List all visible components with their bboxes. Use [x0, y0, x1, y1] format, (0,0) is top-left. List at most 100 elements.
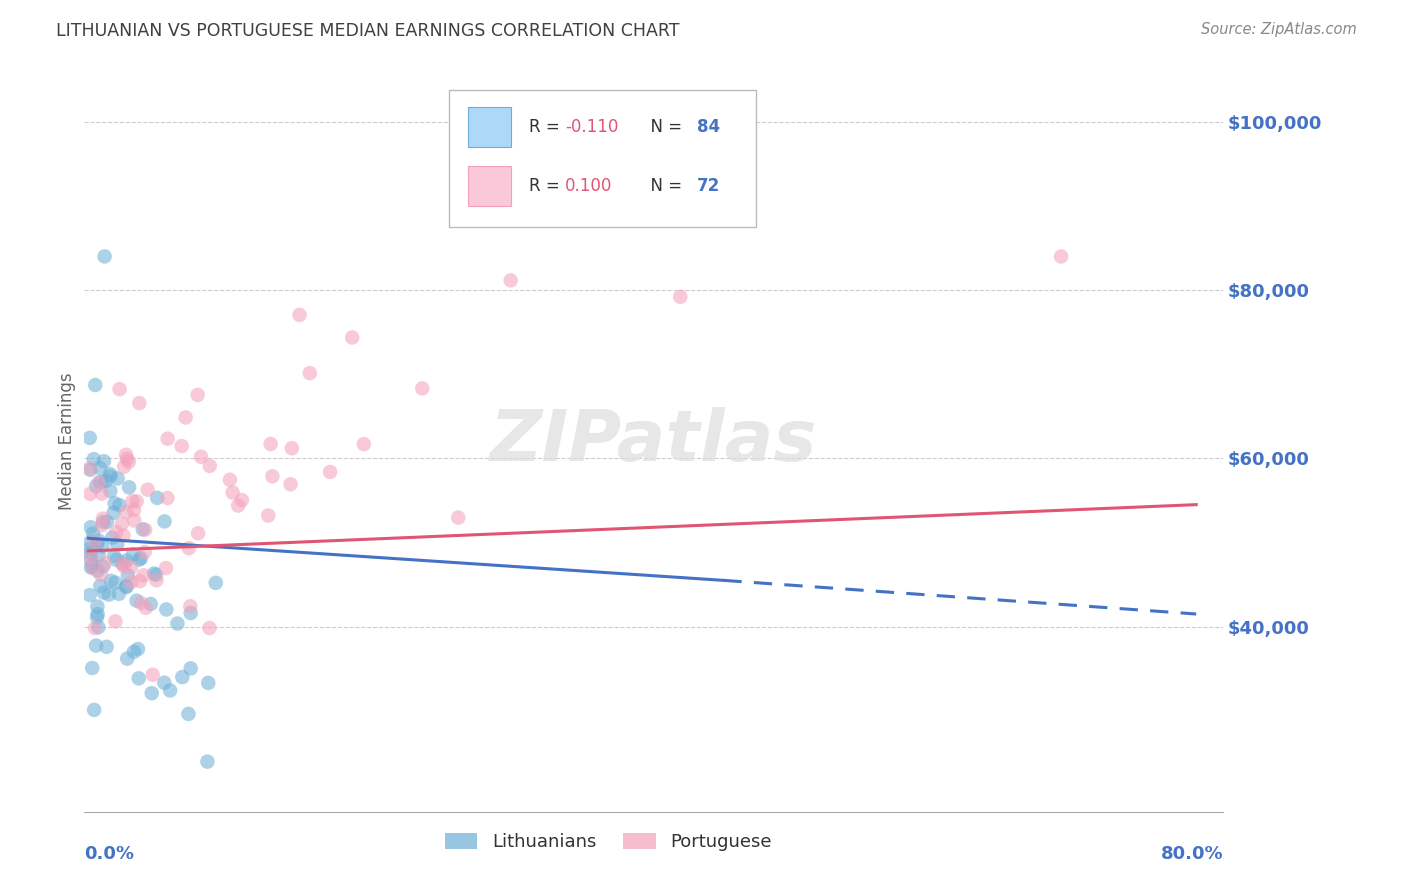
Point [115, 448, 138, 462]
Point [117, 568, 139, 582]
Point [79, 588, 101, 602]
Point [90, 518, 112, 533]
Point [107, 471, 129, 485]
Point [105, 553, 128, 567]
FancyBboxPatch shape [449, 90, 756, 227]
Point [104, 575, 127, 590]
Point [174, 410, 197, 425]
Point [105, 537, 128, 551]
Point [104, 496, 127, 510]
Point [190, 450, 212, 464]
Point [82, 661, 104, 675]
Point [93, 250, 115, 264]
Text: N =: N = [640, 118, 688, 136]
Point [91, 511, 114, 525]
Point [87, 620, 110, 634]
Point [87, 475, 110, 490]
Point [125, 494, 148, 508]
Point [187, 526, 209, 541]
Point [134, 545, 156, 559]
Point [121, 494, 143, 508]
Point [136, 483, 159, 497]
Point [86, 599, 108, 614]
Point [93, 585, 115, 599]
Point [79, 549, 101, 564]
Point [145, 567, 167, 582]
Point [125, 593, 148, 607]
Point [79, 463, 101, 477]
Point [129, 551, 152, 566]
Point [101, 531, 124, 545]
Point [98, 467, 121, 482]
Point [411, 381, 433, 395]
Y-axis label: Median Earnings: Median Earnings [58, 373, 76, 510]
Point [79, 461, 101, 475]
Point [156, 432, 179, 446]
Point [153, 675, 176, 690]
Point [288, 308, 311, 322]
Point [115, 651, 138, 665]
Point [79, 520, 101, 534]
Point [298, 366, 321, 380]
Point [122, 645, 145, 659]
Point [221, 485, 243, 500]
Point [82, 561, 104, 575]
Point [447, 510, 470, 524]
Point [128, 552, 150, 566]
Point [280, 477, 302, 491]
Point [120, 575, 142, 590]
Point [105, 525, 128, 540]
Point [96, 640, 118, 654]
Point [79, 534, 101, 549]
Point [132, 568, 155, 582]
Point [80, 560, 103, 574]
Point [170, 439, 193, 453]
Point [177, 541, 200, 556]
Point [204, 575, 226, 590]
Point [86, 610, 108, 624]
Point [79, 487, 101, 501]
Point [219, 473, 242, 487]
Text: 84: 84 [697, 118, 720, 136]
Point [172, 670, 194, 684]
Point [111, 516, 134, 531]
Point [86, 607, 108, 621]
Point [100, 574, 122, 588]
Point [83, 452, 105, 467]
Point [198, 621, 221, 635]
Point [226, 499, 249, 513]
Text: R =: R = [529, 118, 565, 136]
Point [179, 599, 201, 614]
Point [128, 396, 150, 410]
Point [100, 469, 122, 483]
Point [86, 537, 108, 551]
Point [84, 479, 107, 493]
Point [153, 515, 176, 529]
Text: 0.100: 0.100 [565, 178, 613, 195]
Point [259, 437, 281, 451]
Point [118, 480, 141, 494]
Point [281, 442, 304, 456]
Point [353, 437, 375, 451]
Point [84, 621, 107, 635]
Point [115, 579, 138, 593]
Point [98, 483, 121, 498]
Point [197, 755, 219, 769]
Text: R =: R = [529, 178, 565, 195]
Point [155, 561, 177, 575]
Point [108, 382, 131, 396]
Point [120, 560, 142, 574]
Point [83, 703, 105, 717]
Point [145, 573, 167, 587]
Point [94, 474, 117, 488]
Text: N =: N = [640, 178, 688, 195]
Point [91, 515, 114, 529]
Point [141, 686, 163, 700]
Bar [468, 166, 512, 206]
Point [155, 602, 177, 616]
Point [104, 615, 127, 629]
Point [605, 211, 627, 226]
Point [87, 548, 110, 562]
Point [257, 508, 280, 523]
Text: ZIPatlas: ZIPatlas [491, 407, 817, 476]
